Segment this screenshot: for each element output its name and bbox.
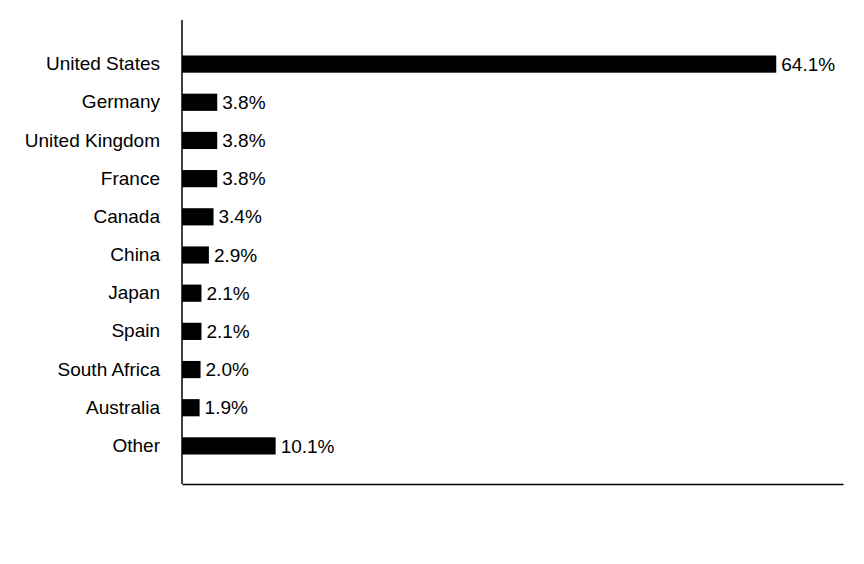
data-label: 2.1% bbox=[206, 283, 249, 304]
data-label: 2.1% bbox=[206, 321, 249, 342]
y-tick-label: Japan bbox=[108, 282, 160, 303]
y-tick: Other bbox=[112, 435, 160, 456]
chart: 64.1% 3.8% 3.8% 3.8% 3.4% 2.9% 2.1% 2.1% 2.0% 1.9… bbox=[0, 0, 864, 564]
bar bbox=[182, 361, 201, 378]
data-label: 2.9% bbox=[214, 245, 257, 266]
data-labels: 64.1% 3.8% 3.8% 3.8% 3.4% 2.9% 2.1% 2.1% 2.0% 1.9… bbox=[205, 54, 836, 457]
bar bbox=[182, 208, 214, 225]
y-tick: Canada bbox=[93, 206, 160, 227]
y-tick: Germany bbox=[82, 91, 161, 112]
data-label: 2.0% bbox=[206, 359, 249, 380]
data-label: 10.1% bbox=[281, 436, 335, 457]
y-tick-label: South Africa bbox=[58, 359, 161, 380]
bar bbox=[182, 323, 201, 340]
y-tick: United States bbox=[46, 53, 160, 74]
y-tick-label: United States bbox=[46, 53, 160, 74]
bar bbox=[182, 437, 276, 454]
data-label: 3.8% bbox=[222, 92, 265, 113]
y-axis: United States Germany United Kingdom France… bbox=[25, 53, 161, 456]
y-axis-line bbox=[181, 20, 183, 484]
bar bbox=[182, 246, 209, 263]
y-tick: South Africa bbox=[58, 359, 161, 380]
y-tick-label: United Kingdom bbox=[25, 130, 160, 151]
bar bbox=[182, 399, 200, 416]
y-tick-label: Other bbox=[112, 435, 160, 456]
bar bbox=[182, 285, 201, 302]
x-axis-line bbox=[183, 484, 844, 486]
bar bbox=[182, 94, 217, 111]
y-tick: Spain bbox=[111, 320, 160, 341]
y-tick: United Kingdom bbox=[25, 130, 160, 151]
y-tick: Australia bbox=[86, 397, 160, 418]
bar bbox=[182, 170, 217, 187]
y-tick-label: Spain bbox=[111, 320, 160, 341]
data-label: 3.8% bbox=[222, 130, 265, 151]
bar bbox=[182, 132, 217, 149]
data-label: 1.9% bbox=[205, 397, 248, 418]
y-tick-label: Australia bbox=[86, 397, 160, 418]
y-tick-label: China bbox=[110, 244, 160, 265]
y-tick: China bbox=[110, 244, 160, 265]
data-label: 64.1% bbox=[781, 54, 835, 75]
y-tick-label: France bbox=[101, 168, 160, 189]
x-axis bbox=[183, 484, 844, 485]
y-tick-label: Germany bbox=[82, 91, 161, 112]
y-tick: Japan bbox=[108, 282, 160, 303]
data-label: 3.8% bbox=[222, 168, 265, 189]
y-tick-label: Canada bbox=[93, 206, 160, 227]
data-label: 3.4% bbox=[219, 206, 262, 227]
y-tick: France bbox=[101, 168, 160, 189]
bars bbox=[182, 56, 776, 455]
bar bbox=[182, 56, 776, 73]
